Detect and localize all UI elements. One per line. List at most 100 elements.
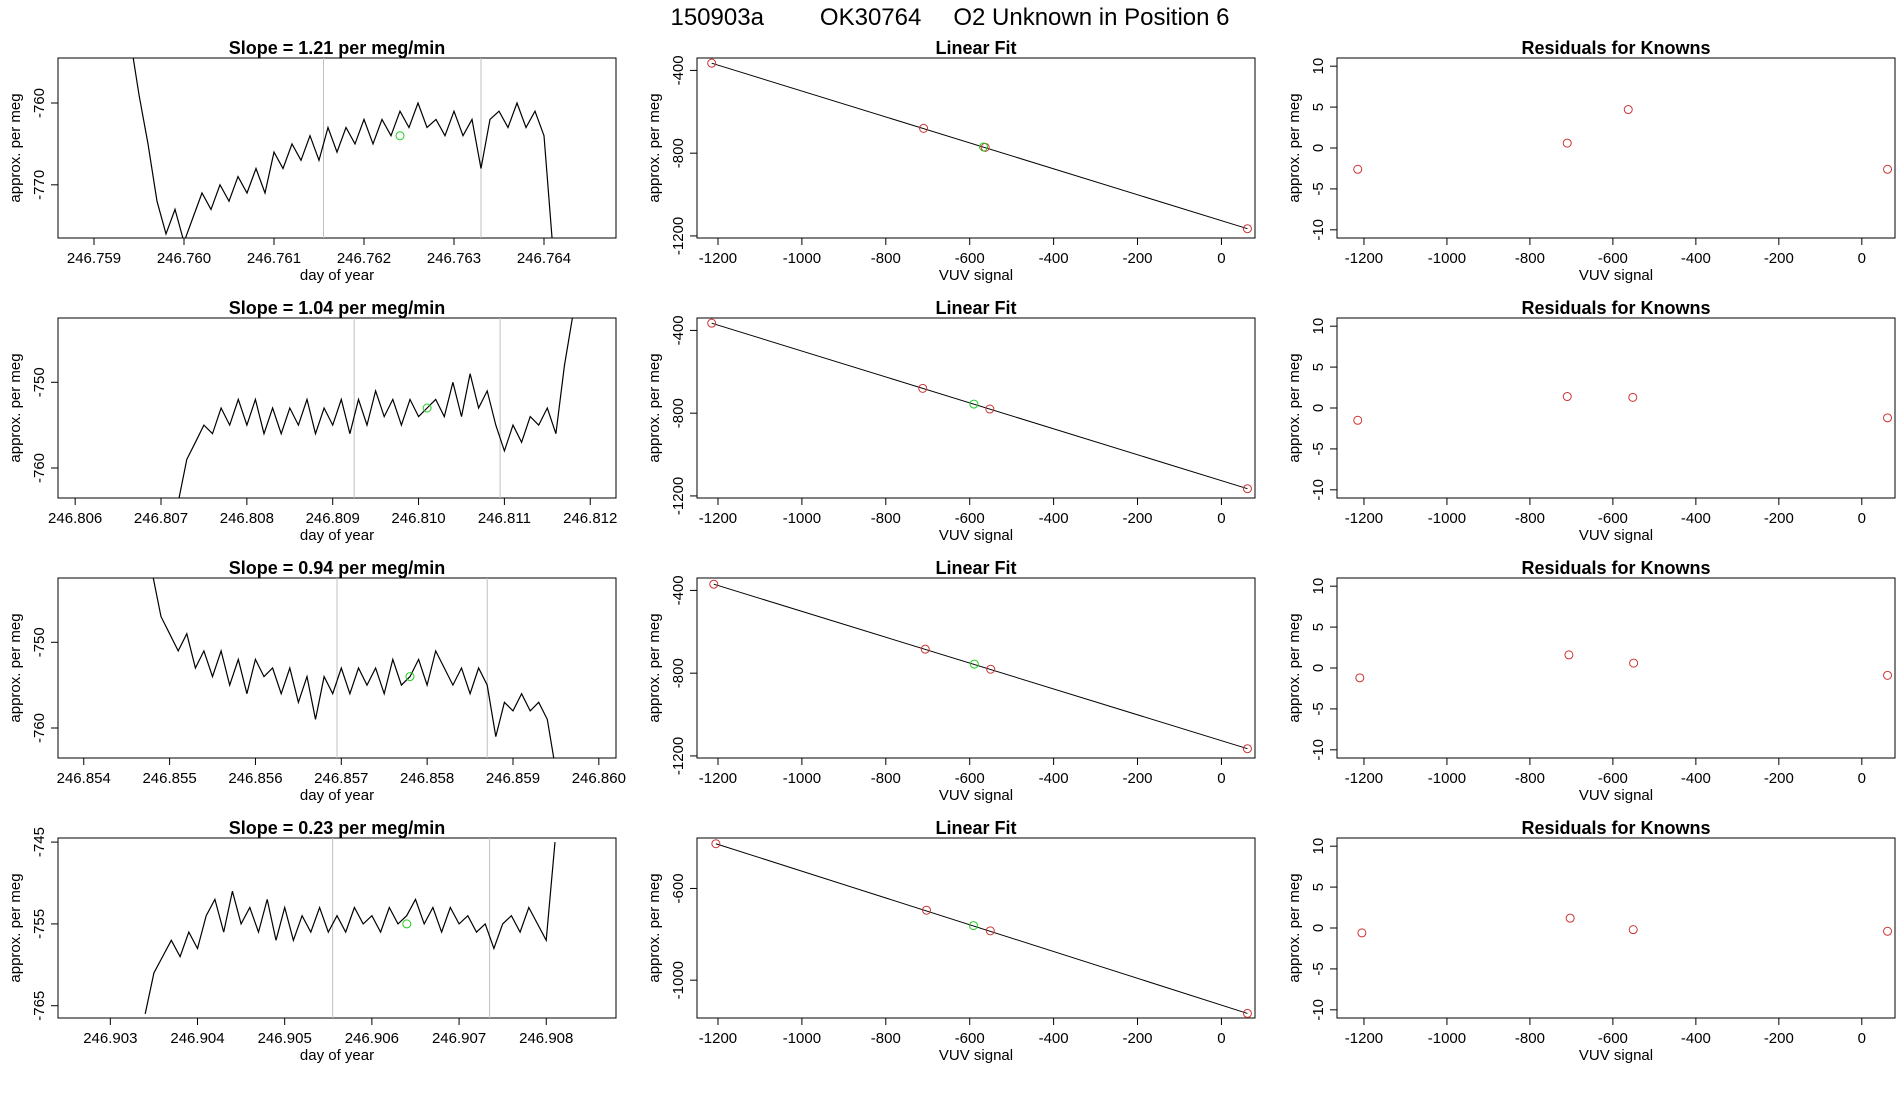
x-tick-label: 246.856 — [228, 770, 282, 787]
plot-frame — [696, 837, 1256, 1019]
plot-area — [1357, 913, 1893, 938]
x-tick-label: -600 — [1598, 250, 1628, 267]
x-tick-label: 246.809 — [306, 510, 360, 527]
x-tick-label: -200 — [1764, 1030, 1794, 1047]
y-tick-label: -765 — [31, 991, 48, 1021]
x-tick-label: -1000 — [1428, 510, 1466, 527]
x-axis-label: VUV signal — [939, 1047, 1013, 1064]
panel-line-row-4: Slope = 0.23 per meg/min 246.903 246.904 24… — [7, 818, 617, 1064]
y-axis-label: approx. per meg — [1286, 353, 1303, 462]
fit-line — [711, 322, 1248, 490]
y-axis-label: approx. per meg — [646, 873, 663, 982]
y-tick-label: 10 — [1310, 578, 1327, 595]
x-axis-label: VUV signal — [939, 787, 1013, 804]
y-tick-label: 5 — [1310, 103, 1327, 111]
plot-frame — [696, 577, 1256, 759]
plot-area — [707, 58, 1252, 234]
known-point — [1242, 484, 1252, 494]
x-tick-label: -200 — [1764, 770, 1794, 787]
residual-point — [1623, 105, 1633, 115]
plot-area — [144, 838, 556, 1018]
plot-area — [1353, 392, 1893, 425]
x-tick-label: -400 — [1039, 1030, 1069, 1047]
y-axis-label: approx. per meg — [1286, 613, 1303, 722]
y-tick-label: 10 — [1310, 318, 1327, 335]
x-tick-label: 246.860 — [572, 770, 626, 787]
x-tick-label: 246.858 — [400, 770, 454, 787]
y-axis-label: approx. per meg — [646, 613, 663, 722]
x-tick-label: -400 — [1039, 770, 1069, 787]
x-tick-label: -1000 — [783, 1030, 821, 1047]
x-tick-label: 0 — [1858, 250, 1866, 267]
x-tick-label: 0 — [1217, 1030, 1225, 1047]
panel-fit-row-2: Linear Fit -1200 -1000 -800 -600 -400 -200 0 -40… — [646, 298, 1256, 544]
plot-area — [178, 318, 573, 498]
mean-marker — [395, 131, 405, 141]
known-point — [1242, 224, 1252, 234]
known-point — [986, 664, 996, 674]
panel-title: Linear Fit — [935, 558, 1016, 578]
known-point — [918, 383, 928, 393]
unknown-point — [968, 921, 978, 931]
x-tick-label: 246.905 — [258, 1030, 312, 1047]
x-axis-label: VUV signal — [939, 527, 1013, 544]
x-tick-label: -1000 — [783, 510, 821, 527]
y-tick-label: 0 — [1310, 144, 1327, 152]
y-tick-label: -10 — [1310, 739, 1327, 761]
y-tick-label: -10 — [1310, 999, 1327, 1021]
x-tick-label: -400 — [1039, 250, 1069, 267]
x-tick-label: -1000 — [1428, 770, 1466, 787]
known-point — [919, 123, 929, 133]
panel-res-row-2: Residuals for Knowns-1200 -1000 -800 -600 -4… — [1286, 298, 1896, 544]
panel-title: Slope = 1.04 per meg/min — [229, 298, 446, 318]
panel-fit-row-1: Linear Fit -1200 -1000 -800 -600 -400 -200 0 -40… — [646, 38, 1256, 284]
x-tick-label: 246.854 — [57, 770, 111, 787]
plot-frame — [57, 57, 617, 239]
unknown-point — [979, 142, 989, 152]
x-tick-label: 246.806 — [48, 510, 102, 527]
x-tick-label: -200 — [1123, 250, 1153, 267]
panel-fit-row-3: Linear Fit -1200 -1000 -800 -600 -400 -200 0 -40… — [646, 558, 1256, 804]
known-point — [707, 318, 717, 328]
plot-area — [152, 578, 555, 758]
panel-fit-row-4: Linear Fit -1200 -1000 -800 -600 -400 -200 0 -60… — [646, 818, 1256, 1064]
x-tick-label: 246.906 — [345, 1030, 399, 1047]
residual-point — [1562, 138, 1572, 148]
y-tick-label: -400 — [670, 55, 687, 85]
y-tick-label: -600 — [670, 873, 687, 903]
plot-area — [1353, 105, 1893, 174]
y-tick-label: -400 — [670, 575, 687, 605]
y-tick-label: 5 — [1310, 363, 1327, 371]
plot-frame — [1336, 577, 1896, 759]
y-tick-label: -760 — [31, 453, 48, 483]
x-tick-label: -800 — [1515, 770, 1545, 787]
x-tick-label: -200 — [1123, 770, 1153, 787]
x-tick-label: 246.759 — [67, 250, 121, 267]
y-tick-label: 5 — [1310, 883, 1327, 891]
plot-frame — [1336, 317, 1896, 499]
panel-title: Linear Fit — [935, 818, 1016, 838]
x-tick-label: 0 — [1858, 1030, 1866, 1047]
x-tick-label: -600 — [955, 1030, 985, 1047]
y-axis-label: approx. per meg — [646, 93, 663, 202]
x-tick-label: -800 — [1515, 510, 1545, 527]
y-tick-label: -800 — [670, 138, 687, 168]
residual-point — [1883, 164, 1893, 174]
y-axis-label: approx. per meg — [1286, 873, 1303, 982]
x-tick-label: -400 — [1681, 250, 1711, 267]
y-tick-label: -5 — [1310, 182, 1327, 195]
x-tick-label: -800 — [871, 250, 901, 267]
y-tick-label: -770 — [31, 170, 48, 200]
x-tick-label: -1000 — [1428, 1030, 1466, 1047]
residual-point — [1565, 913, 1575, 923]
x-tick-label: 246.763 — [427, 250, 481, 267]
x-tick-label: 0 — [1858, 770, 1866, 787]
x-tick-label: 246.907 — [432, 1030, 486, 1047]
panel-title: Residuals for Knowns — [1521, 298, 1710, 318]
x-tick-label: -1200 — [699, 770, 737, 787]
x-tick-label: -600 — [1598, 770, 1628, 787]
panel-line-row-3: Slope = 0.94 per meg/min 246.854 246.855 24… — [7, 558, 626, 804]
data-series-line — [152, 578, 555, 758]
x-tick-label: -800 — [871, 1030, 901, 1047]
x-tick-label: -400 — [1681, 1030, 1711, 1047]
